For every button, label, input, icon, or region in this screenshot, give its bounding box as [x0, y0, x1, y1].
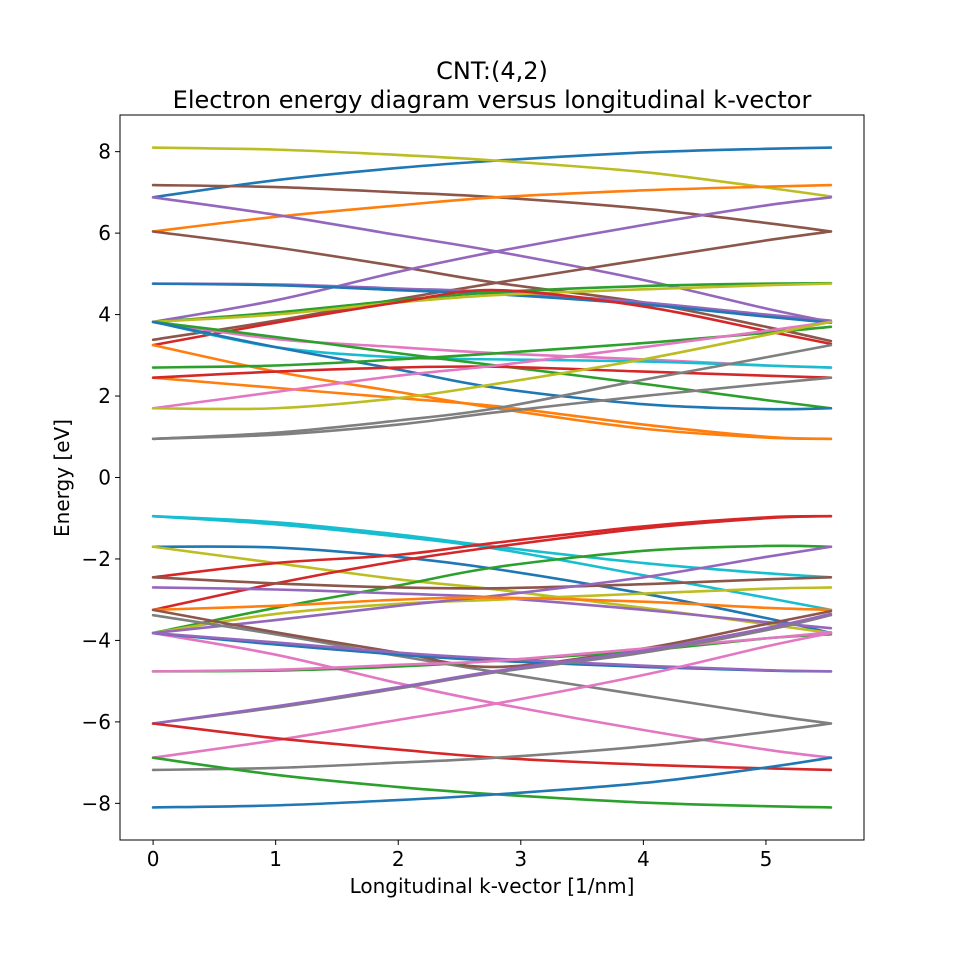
band-line-21 [151, 325, 833, 369]
y-tick-label: 8 [98, 140, 111, 164]
band-line-49 [151, 722, 833, 772]
band-line-37 [151, 596, 833, 612]
band-line-32 [151, 544, 833, 635]
x-tick-label: 3 [514, 847, 527, 871]
x-axis-label: Longitudinal k-vector [1/nm] [350, 874, 635, 898]
band-line-25 [151, 376, 833, 441]
x-tick-label: 1 [269, 847, 282, 871]
chart-title-line2: Electron energy diagram versus longitudi… [173, 86, 812, 114]
band-line-13 [151, 288, 833, 347]
band-line-44 [151, 630, 833, 673]
y-tick-label: 6 [98, 221, 111, 245]
band-line-7 [151, 195, 833, 324]
band-line-39 [151, 608, 833, 669]
band-line-11 [151, 281, 833, 324]
band-line-36 [151, 545, 833, 635]
band-line-42 [151, 631, 833, 673]
band-line-51 [151, 756, 833, 809]
y-tick-label: 4 [98, 303, 111, 327]
band-line-33 [151, 575, 833, 590]
x-tick-label: 2 [392, 847, 405, 871]
band-line-47 [151, 631, 833, 760]
band-line-8 [151, 230, 833, 342]
x-tick-label: 5 [760, 847, 773, 871]
band-line-27 [151, 514, 833, 612]
x-axis-ticks: 0 1 2 3 4 5 [147, 840, 773, 871]
band-line-17 [151, 320, 833, 411]
y-tick-label: 2 [98, 384, 111, 408]
band-line-22 [151, 320, 833, 410]
band-line-12 [151, 282, 833, 324]
band-line-4 [151, 183, 833, 233]
y-tick-label: −8 [82, 791, 111, 815]
band-line-46 [151, 612, 833, 725]
chart-title-line1: CNT:(4,2) [436, 57, 548, 85]
band-line-23 [151, 320, 833, 411]
y-axis-ticks: −8 −6 −4 −2 0 2 4 6 8 [82, 140, 120, 815]
y-tick-label: −2 [82, 547, 111, 571]
y-tick-label: 0 [98, 466, 111, 490]
y-tick-label: −4 [82, 628, 111, 652]
band-line-19 [151, 376, 833, 441]
band-line-24 [151, 343, 833, 441]
band-line-35 [151, 586, 833, 635]
x-tick-label: 4 [637, 847, 650, 871]
y-axis-label: Energy [eV] [50, 419, 74, 537]
y-tick-label: −6 [82, 710, 111, 734]
x-tick-label: 0 [147, 847, 160, 871]
series-layer [151, 146, 833, 809]
band-line-28 [151, 545, 833, 635]
